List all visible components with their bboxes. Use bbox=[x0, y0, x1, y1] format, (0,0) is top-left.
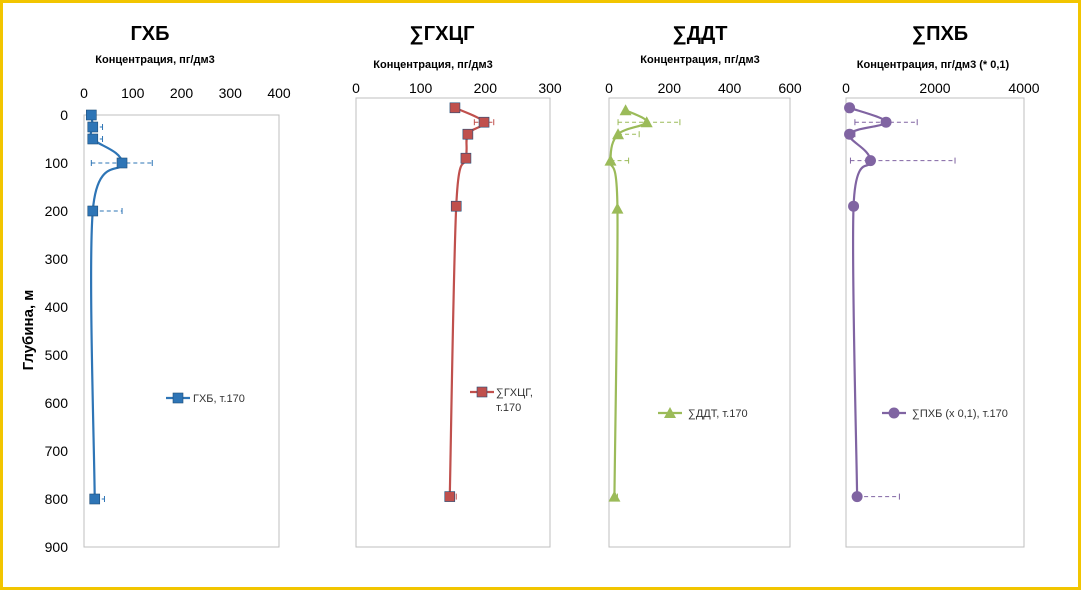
y-tick-label: 100 bbox=[45, 155, 69, 171]
data-point bbox=[116, 157, 128, 169]
y-tick-label: 700 bbox=[45, 443, 69, 459]
y-tick-label: 300 bbox=[45, 251, 69, 267]
x-tick-label: 0 bbox=[80, 85, 88, 101]
data-point bbox=[612, 128, 625, 140]
legend-marker bbox=[172, 392, 184, 404]
x-tick-label: 400 bbox=[718, 80, 742, 96]
legend: ∑ДДТ, т.170 bbox=[658, 407, 748, 420]
x-tick-label: 0 bbox=[352, 80, 360, 96]
data-point bbox=[450, 200, 462, 212]
x-tick-label: 0 bbox=[842, 80, 850, 96]
y-tick-label: 800 bbox=[45, 491, 69, 507]
legend-label: ГХБ, т.170 bbox=[193, 393, 245, 405]
chart-title: ∑ПХБ bbox=[912, 23, 968, 45]
plot-area: 0 2000 4000 bbox=[842, 80, 1040, 548]
data-point bbox=[619, 104, 632, 116]
data-point bbox=[848, 200, 860, 212]
x-axis-label: Концентрация, пг/дм3 bbox=[95, 54, 214, 66]
x-tick-label: 200 bbox=[658, 80, 682, 96]
x-axis-label: Концентрация, пг/дм3 (* 0,1) bbox=[857, 59, 1010, 71]
plot-border bbox=[845, 97, 1025, 548]
data-point bbox=[604, 154, 617, 166]
data-point bbox=[844, 102, 856, 114]
plot-area: 0 100 200 300 bbox=[352, 80, 562, 548]
x-tick-label: 300 bbox=[538, 80, 562, 96]
legend-swatch bbox=[166, 392, 190, 404]
data-point bbox=[880, 116, 892, 128]
data-point bbox=[462, 128, 474, 140]
data-point bbox=[87, 133, 99, 145]
data-point bbox=[640, 116, 653, 128]
x-axis-label: Концентрация, пг/дм3 bbox=[373, 59, 492, 71]
y-tick-label: 0 bbox=[60, 107, 68, 123]
x-tick-label: 600 bbox=[778, 80, 802, 96]
data-point bbox=[864, 155, 876, 167]
legend-swatch bbox=[882, 407, 906, 419]
chart-title: ГХБ bbox=[130, 23, 169, 45]
y-tick-label: 400 bbox=[45, 299, 69, 315]
chart-panel-pcb: ∑ПХБ Концентрация, пг/дм3 (* 0,1) 0 2000 4… bbox=[842, 23, 1040, 548]
data-point bbox=[611, 202, 624, 214]
x-axis-label: Концентрация, пг/дм3 bbox=[640, 54, 759, 66]
y-tick-label: 500 bbox=[45, 347, 69, 363]
chart-panel-hch: ∑ГХЦГ Концентрация, пг/дм3 0 100 200 300 ∑Г… bbox=[352, 23, 562, 548]
plot-area: 0 100 200 300 400 bbox=[80, 85, 291, 548]
legend: ∑ПХБ (х 0,1), т.170 bbox=[882, 407, 1008, 420]
legend-marker bbox=[476, 386, 488, 398]
x-tick-label: 4000 bbox=[1008, 80, 1039, 96]
x-tick-label: 200 bbox=[474, 80, 498, 96]
y-axis-label: Глубина, м bbox=[20, 290, 37, 371]
data-point bbox=[608, 490, 621, 502]
y-tick-labels: 0 100 200 300 400 500 600 700 800 900 bbox=[45, 107, 69, 555]
data-point bbox=[844, 128, 856, 140]
legend: ∑ГХЦГ, т.170 bbox=[470, 386, 536, 414]
y-tick-label: 900 bbox=[45, 539, 69, 555]
legend-marker bbox=[888, 407, 900, 419]
legend: ГХБ, т.170 bbox=[166, 392, 245, 405]
data-point bbox=[89, 493, 101, 505]
x-tick-label: 400 bbox=[267, 85, 291, 101]
y-tick-label: 600 bbox=[45, 395, 69, 411]
chart-title: ∑ГХЦГ bbox=[410, 23, 475, 45]
plot-border bbox=[83, 114, 280, 548]
legend-swatch bbox=[470, 386, 494, 398]
data-point bbox=[86, 109, 97, 121]
y-tick-label: 200 bbox=[45, 203, 69, 219]
data-point bbox=[460, 152, 472, 164]
legend-marker bbox=[664, 407, 676, 418]
data-point bbox=[87, 205, 99, 217]
x-tick-label: 100 bbox=[121, 85, 145, 101]
legend-label: ∑ПХБ (х 0,1), т.170 bbox=[912, 408, 1008, 420]
plot-border bbox=[608, 97, 791, 548]
data-point bbox=[478, 116, 490, 128]
x-tick-label: 200 bbox=[170, 85, 194, 101]
series-line bbox=[448, 106, 486, 497]
series-line bbox=[848, 106, 888, 497]
chart-panel-ddt: ∑ДДТ Концентрация, пг/дм3 0 200 400 600 ∑ДД… bbox=[604, 23, 802, 548]
data-point bbox=[449, 102, 461, 114]
legend-swatch bbox=[658, 407, 682, 418]
chart-title: ∑ДДТ bbox=[673, 23, 728, 45]
x-tick-label: 2000 bbox=[919, 80, 950, 96]
x-tick-label: 100 bbox=[409, 80, 433, 96]
plot-area: 0 200 400 600 bbox=[604, 80, 802, 548]
chart-panel-hcb: ГХБ Концентрация, пг/дм3 0 100 200 300 400 Г… bbox=[80, 23, 291, 548]
legend-label: ∑ГХЦГ, т.170 bbox=[496, 387, 536, 414]
data-point bbox=[851, 491, 863, 503]
data-point bbox=[444, 491, 456, 502]
legend-label: ∑ДДТ, т.170 bbox=[688, 408, 748, 420]
data-point bbox=[87, 121, 99, 133]
series-line bbox=[609, 109, 648, 497]
x-tick-label: 0 bbox=[605, 80, 613, 96]
plot-border bbox=[355, 97, 551, 548]
series-line bbox=[89, 114, 124, 500]
x-tick-label: 300 bbox=[219, 85, 243, 101]
